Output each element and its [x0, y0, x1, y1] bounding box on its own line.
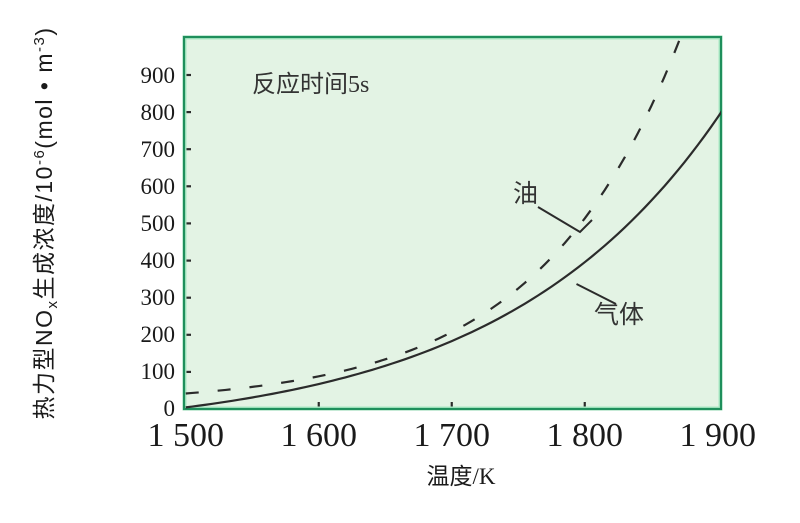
svg-text:200: 200 [141, 322, 176, 347]
svg-text:1 500: 1 500 [148, 417, 225, 454]
svg-text:100: 100 [141, 359, 176, 384]
svg-text:温度/K: 温度/K [427, 463, 496, 489]
svg-text:800: 800 [141, 100, 176, 125]
svg-text:油: 油 [513, 180, 538, 208]
svg-text:1 800: 1 800 [547, 417, 624, 454]
svg-text:1 900: 1 900 [680, 417, 757, 454]
svg-text:500: 500 [141, 211, 176, 236]
svg-text:热力型NOx生成浓度/10-6(mol • m-3): 热力型NOx生成浓度/10-6(mol • m-3) [31, 26, 61, 419]
svg-text:1 600: 1 600 [281, 417, 358, 454]
svg-text:气体: 气体 [594, 301, 644, 329]
svg-text:400: 400 [141, 248, 176, 273]
svg-text:600: 600 [141, 174, 176, 199]
svg-text:1 700: 1 700 [414, 417, 491, 454]
svg-text:900: 900 [141, 63, 176, 88]
svg-text:700: 700 [141, 137, 176, 162]
svg-text:300: 300 [141, 285, 176, 310]
svg-text:反应时间5s: 反应时间5s [252, 71, 369, 98]
